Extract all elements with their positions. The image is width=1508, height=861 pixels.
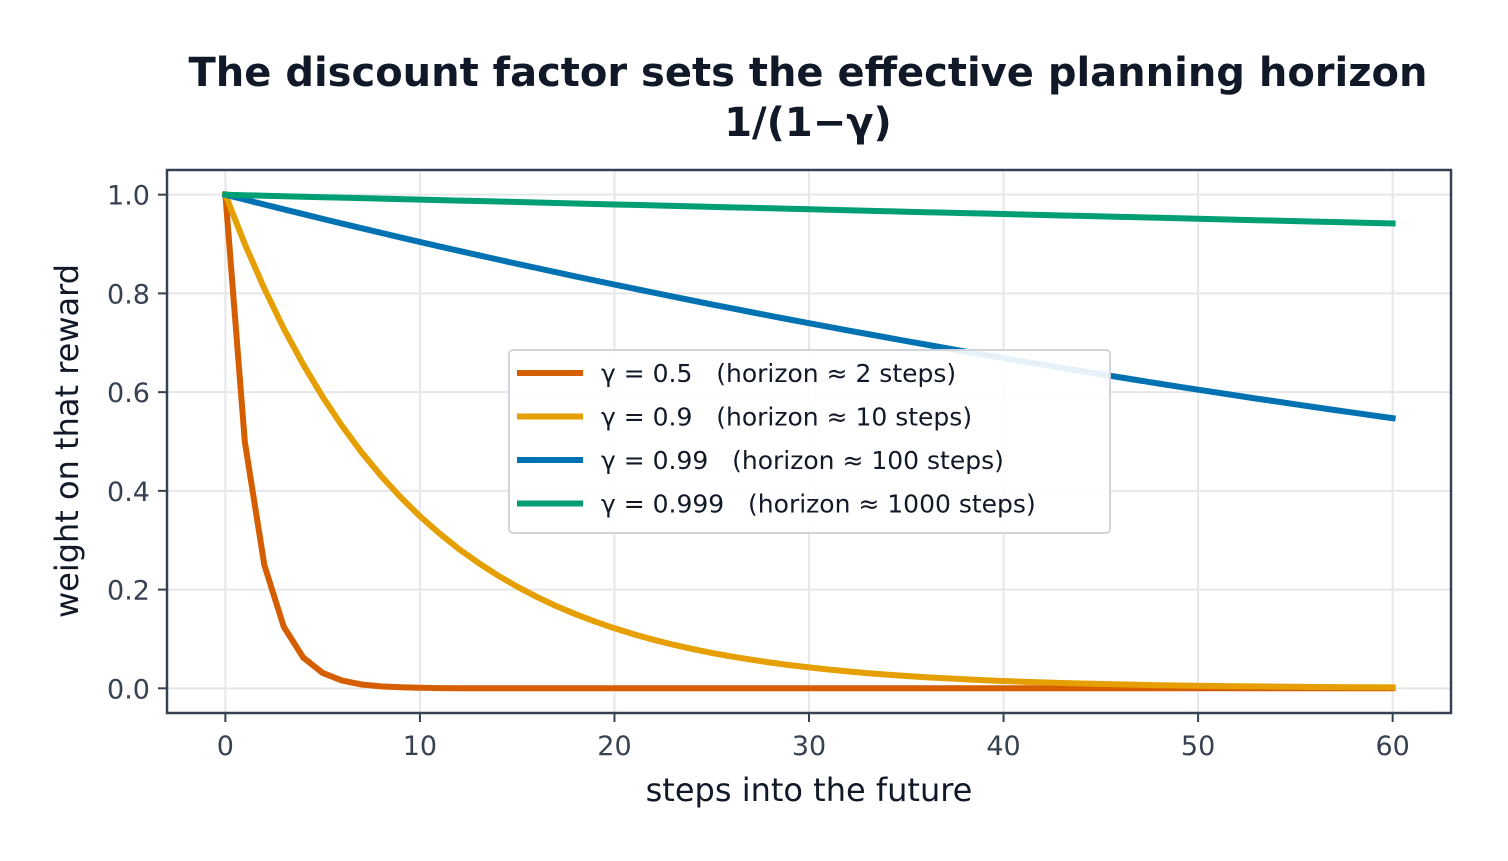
x-tick-label: 40 xyxy=(986,731,1020,762)
legend-items: γ = 0.5 (horizon ≈ 2 steps) γ = 0.9 (hori… xyxy=(517,359,1036,519)
legend-label: γ = 0.9 (horizon ≈ 10 steps) xyxy=(601,403,972,432)
x-tick-label: 0 xyxy=(217,731,234,762)
series-line-2 xyxy=(221,191,1396,422)
y-axis-ticks: 0.0 0.2 0.4 0.6 0.8 1.0 xyxy=(107,181,167,705)
x-axis-ticks: 0 10 20 30 40 50 60 xyxy=(217,713,1410,762)
y-tick-label: 0.4 xyxy=(107,477,150,508)
legend-label: γ = 0.99 (horizon ≈ 100 steps) xyxy=(601,446,1004,475)
x-tick-label: 60 xyxy=(1375,731,1409,762)
chart-title-line-2: 1/(1−γ) xyxy=(724,100,892,146)
series-line-1 xyxy=(221,190,1396,691)
legend: γ = 0.5 (horizon ≈ 2 steps) γ = 0.9 (hori… xyxy=(508,349,1111,534)
data-lines xyxy=(221,190,1396,692)
x-tick-label: 50 xyxy=(1181,731,1215,762)
x-tick-label: 10 xyxy=(403,731,437,762)
y-tick-label: 0.6 xyxy=(107,378,150,409)
x-axis-label: steps into the future xyxy=(646,771,973,809)
x-tick-label: 30 xyxy=(792,731,826,762)
series-line-3 xyxy=(222,191,1396,227)
y-axis-label: weight on that reward xyxy=(48,264,86,618)
y-tick-label: 1.0 xyxy=(107,181,150,212)
y-tick-label: 0.2 xyxy=(107,576,150,607)
legend-label: γ = 0.999 (horizon ≈ 1000 steps) xyxy=(601,490,1036,519)
legend-box xyxy=(508,349,1111,534)
legend-label: γ = 0.5 (horizon ≈ 2 steps) xyxy=(601,359,956,388)
x-tick-label: 20 xyxy=(597,731,631,762)
chart-title-line-1: The discount factor sets the effective p… xyxy=(189,50,1428,96)
y-tick-label: 0.8 xyxy=(107,279,150,310)
y-tick-label: 0.0 xyxy=(107,674,150,705)
